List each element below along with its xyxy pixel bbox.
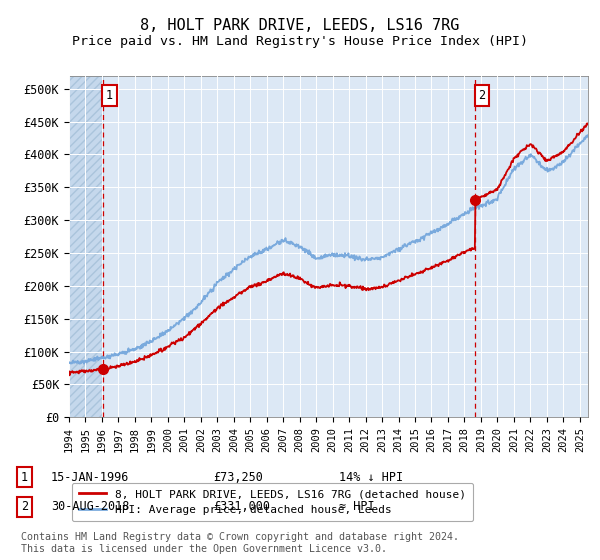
Text: 14% ↓ HPI: 14% ↓ HPI xyxy=(339,470,403,484)
Text: 30-AUG-2018: 30-AUG-2018 xyxy=(51,500,130,514)
Text: 2: 2 xyxy=(478,89,485,102)
Text: 8, HOLT PARK DRIVE, LEEDS, LS16 7RG: 8, HOLT PARK DRIVE, LEEDS, LS16 7RG xyxy=(140,18,460,32)
Text: £73,250: £73,250 xyxy=(213,470,263,484)
Text: £331,000: £331,000 xyxy=(213,500,270,514)
Text: 1: 1 xyxy=(106,89,113,102)
Text: 15-JAN-1996: 15-JAN-1996 xyxy=(51,470,130,484)
Legend: 8, HOLT PARK DRIVE, LEEDS, LS16 7RG (detached house), HPI: Average price, detach: 8, HOLT PARK DRIVE, LEEDS, LS16 7RG (det… xyxy=(72,483,473,521)
Text: Contains HM Land Registry data © Crown copyright and database right 2024.
This d: Contains HM Land Registry data © Crown c… xyxy=(21,533,459,554)
Text: Price paid vs. HM Land Registry's House Price Index (HPI): Price paid vs. HM Land Registry's House … xyxy=(72,35,528,49)
Bar xyxy=(69,76,103,417)
Bar xyxy=(69,76,103,417)
Text: 1: 1 xyxy=(21,470,28,484)
Text: 2: 2 xyxy=(21,500,28,514)
Text: ≈ HPI: ≈ HPI xyxy=(339,500,374,514)
